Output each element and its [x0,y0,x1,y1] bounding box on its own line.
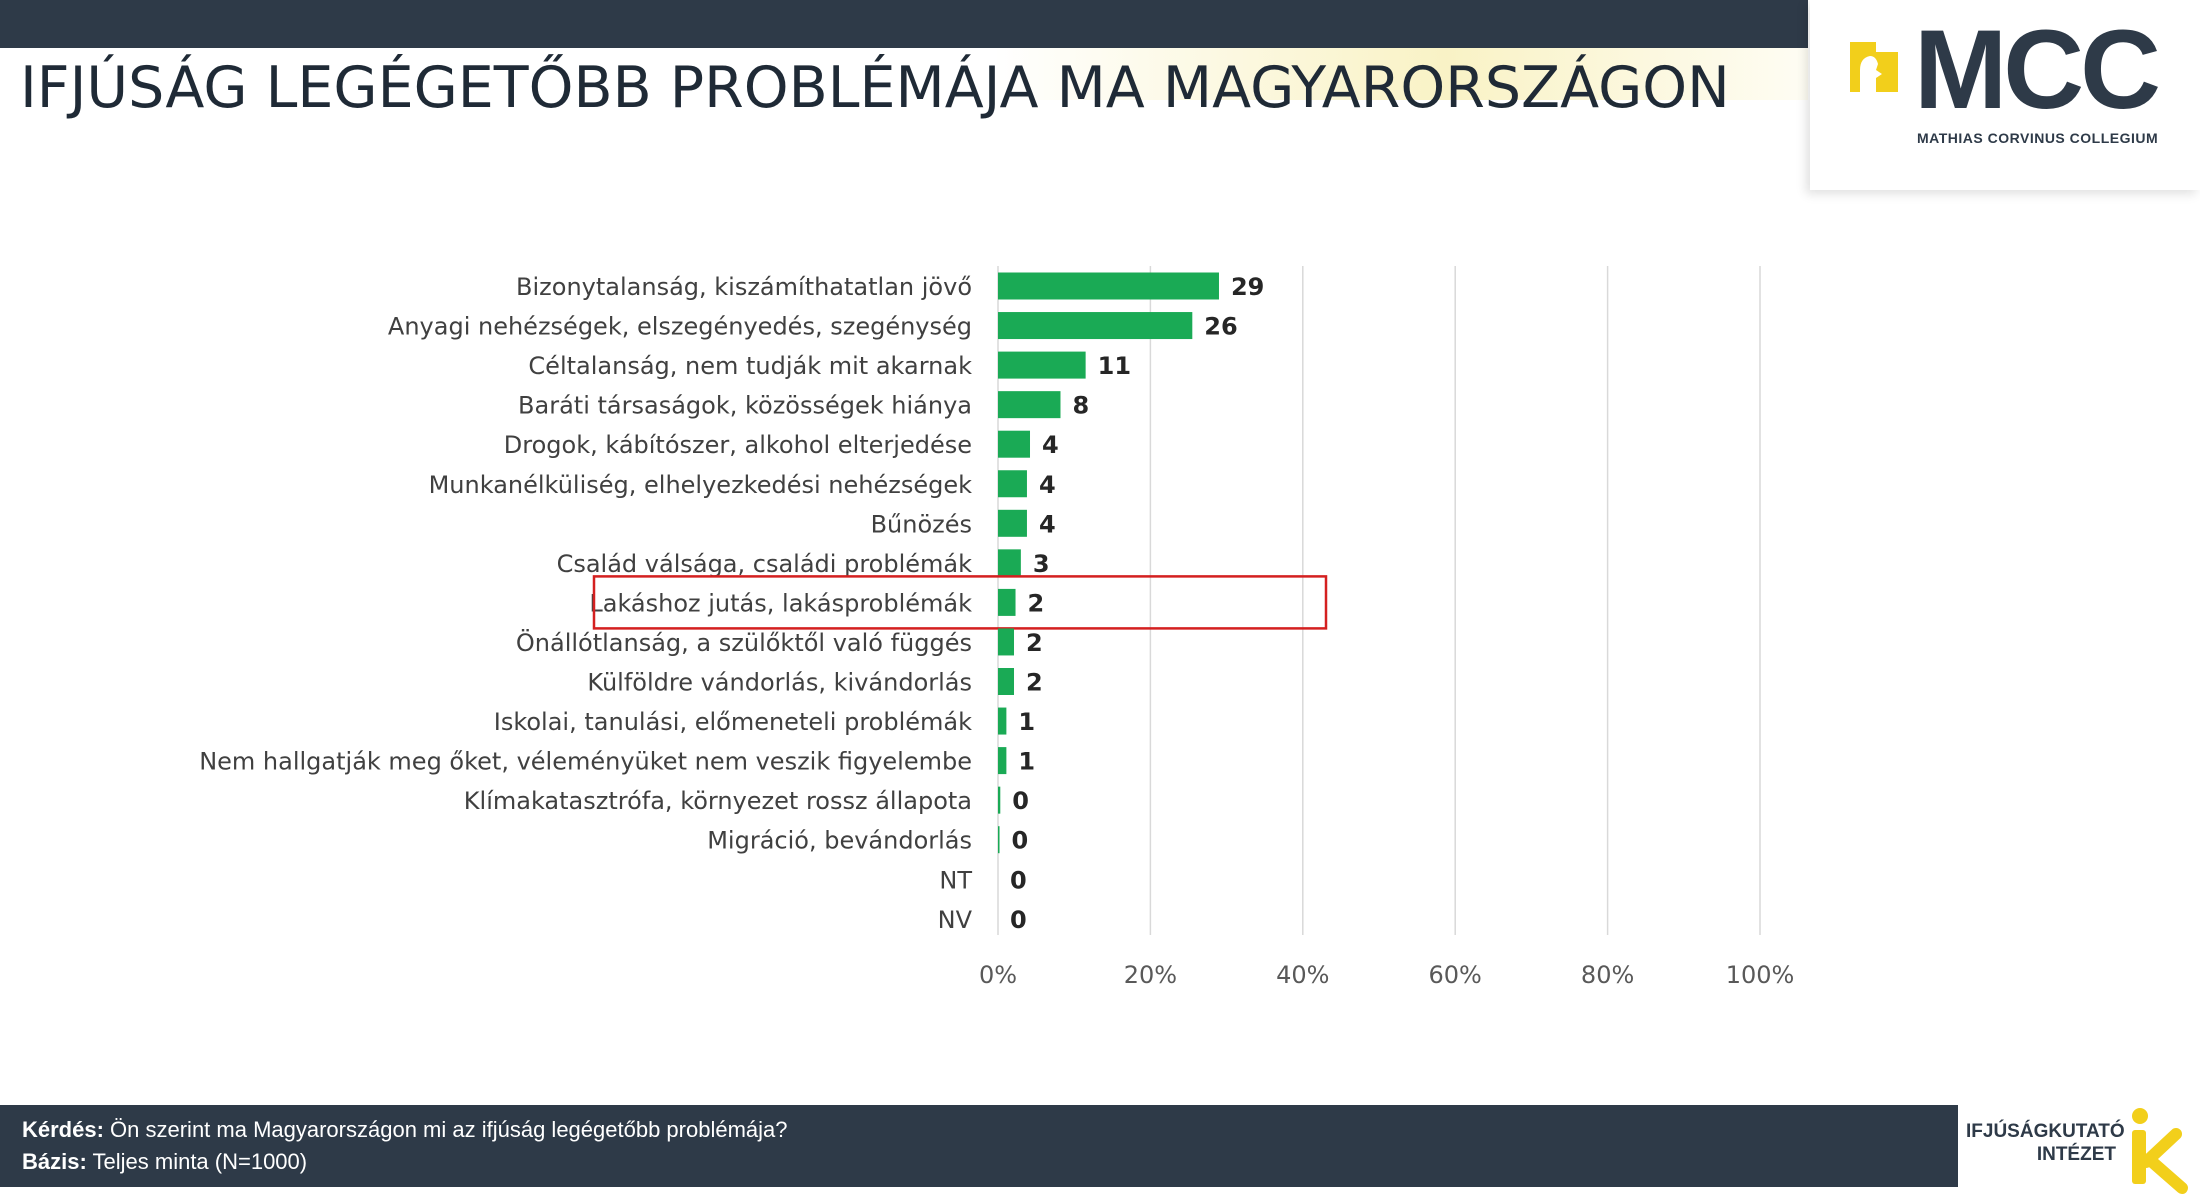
data-label: 4 [1039,471,1056,499]
category-label: Klímakatasztrófa, környezet rossz állapo… [464,787,972,815]
question-label: Kérdés: [22,1117,104,1142]
bar [998,628,1015,656]
data-label: 26 [1204,313,1237,341]
data-label: 0 [1012,827,1029,855]
category-label: Család válsága, családi problémák [557,550,973,578]
bar [998,668,1015,695]
bar [998,786,1001,814]
category-label: Nem hallgatják meg őket, véleményüket ne… [199,748,972,776]
mcc-logo: MCC MATHIAS CORVINUS COLLEGIUM [1810,0,2200,190]
highlight-box [592,575,1328,630]
bar [998,470,1027,498]
bar [998,430,1031,458]
institute-name: IFJÚSÁGKUTATÓ INTÉZET [1966,1120,2125,1166]
mcc-emblem-icon [1850,42,1898,92]
institute-name-line1: IFJÚSÁGKUTATÓ [1966,1121,2125,1142]
bar-chart: 0% 20% 40% 60% 80% 100% Bizonytalanság, kiszám… [199,266,1795,989]
x-tick-label: 100% [1726,961,1795,989]
logo-subtitle: MATHIAS CORVINUS COLLEGIUM [1917,130,2159,146]
category-label: NV [938,906,973,934]
bar [998,588,1016,616]
x-tick-label: 80% [1581,961,1634,989]
category-label: Drogok, kábítószer, alkohol elterjedése [504,431,972,459]
x-tick-label: 60% [1429,961,1482,989]
base-line: Bázis: Teljes minta (N=1000) [22,1149,307,1175]
bar [998,509,1027,537]
x-tick-label: 0% [979,961,1017,989]
logo-wordmark: MCC [1914,7,2161,132]
category-label: Céltalanság, nem tudják mit akarnak [528,352,972,380]
x-tick-label: 20% [1124,961,1177,989]
x-tick-label: 40% [1276,961,1329,989]
data-label: 29 [1231,273,1264,301]
base-text: Teljes minta (N=1000) [86,1149,308,1174]
category-label: Migráció, bevándorlás [707,827,972,855]
data-label: 2 [1026,629,1043,657]
category-label: NT [939,866,972,894]
institute-name-line2: INTÉZET [2036,1144,2116,1165]
data-label: 11 [1098,352,1131,380]
category-label: Iskolai, tanulási, előmeneteli problémák [494,708,972,736]
category-label: Önállótlanság, a szülőktől való függés [516,628,972,657]
institute-logo: IFJÚSÁGKUTATÓ INTÉZET [1958,1100,2200,1199]
bar [998,707,1007,735]
data-label: 2 [1026,669,1043,697]
header-bar [0,0,1808,48]
data-label: 1 [1018,748,1035,776]
bar [998,351,1086,379]
data-label: 3 [1033,550,1050,578]
data-label: 4 [1042,431,1059,459]
bar [998,747,1007,775]
category-label: Baráti társaságok, közösségek hiánya [518,392,972,420]
category-label: Lakáshoz jutás, lakásproblémák [589,589,972,617]
data-label: 1 [1018,708,1035,736]
footer-bar: Kérdés: Ön szerint ma Magyarországon mi … [0,1105,1958,1187]
bar [998,312,1193,340]
data-label: 0 [1010,866,1027,894]
bar [998,391,1061,419]
data-label: 0 [1010,906,1027,934]
category-label: Anyagi nehézségek, elszegényedés, szegén… [388,313,972,341]
data-label: 8 [1072,392,1089,420]
category-label: Bizonytalanság, kiszámíthatatlan jövő [516,273,972,301]
question-text: Ön szerint ma Magyarországon mi az ifjús… [103,1117,788,1142]
page-title: IFJÚSÁG LEGÉGETŐBB PROBLÉMÁJA MA MAGYARO… [20,55,1730,121]
bar [998,826,1000,854]
base-label: Bázis: [22,1149,87,1174]
data-label: 2 [1028,589,1045,617]
category-label: Bűnözés [871,510,972,538]
category-label: Munkanélküliség, elhelyezkedési nehézség… [429,471,973,499]
institute-k-icon [2132,1108,2188,1194]
bar [998,272,1219,300]
header-accent-band [0,48,1808,100]
category-label: Külföldre vándorlás, kivándorlás [587,669,972,697]
data-label: 4 [1039,510,1056,538]
data-label: 0 [1012,787,1029,815]
bar [998,549,1021,577]
question-line: Kérdés: Ön szerint ma Magyarországon mi … [22,1117,788,1143]
